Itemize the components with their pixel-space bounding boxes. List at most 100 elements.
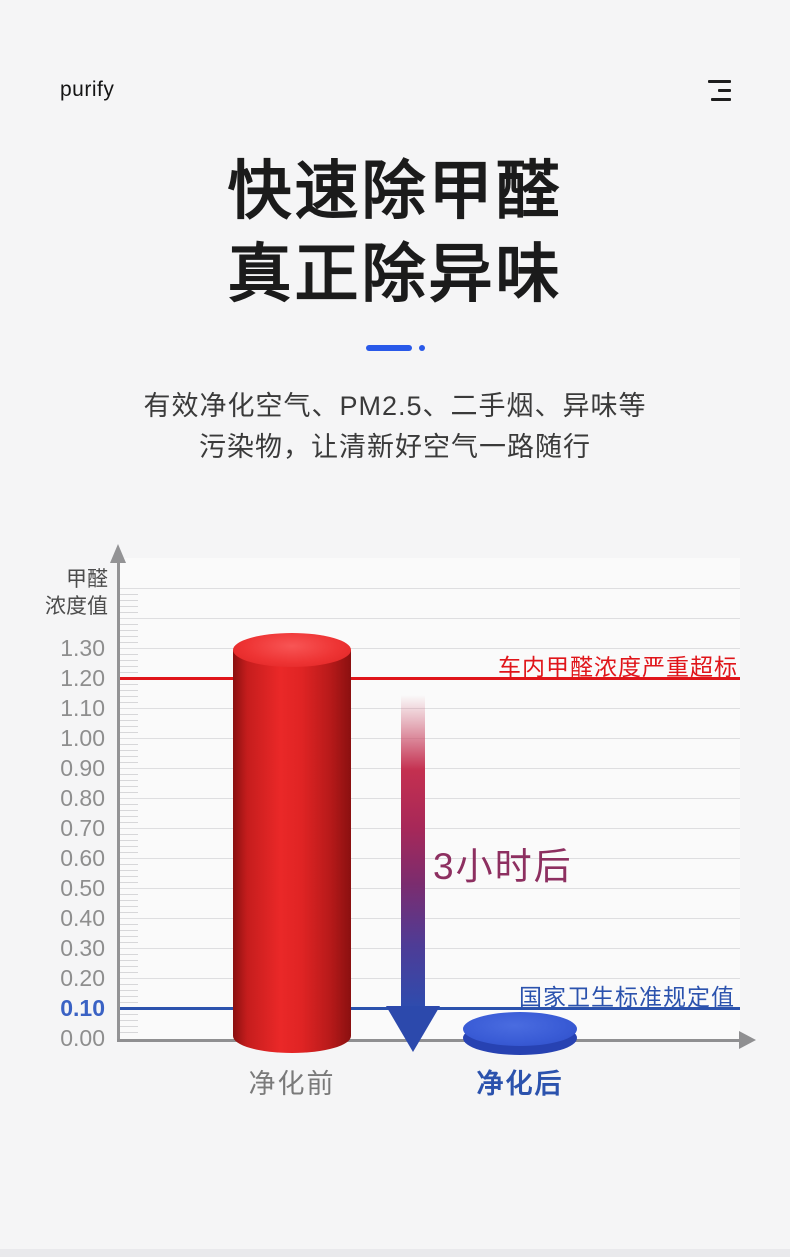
annotation-3-hours-later: 3小时后 [433,846,573,887]
minor-tick [120,810,138,811]
minor-tick [120,1032,138,1033]
gridline [119,978,740,979]
menu-line [708,80,731,83]
minor-tick [120,906,138,907]
minor-tick [120,714,138,715]
minor-tick [120,720,138,721]
decrease-arrow-head-icon [386,1006,440,1052]
minor-tick [120,1002,138,1003]
minor-tick [120,816,138,817]
y-tick-label: 1.00 [60,725,105,751]
y-tick-label: 1.20 [60,665,105,691]
minor-tick [120,864,138,865]
minor-tick [120,672,138,673]
minor-tick [120,642,138,643]
minor-tick [120,654,138,655]
y-tick-label: 0.80 [60,785,105,811]
bar-before-purification [233,650,351,1053]
minor-tick [120,804,138,805]
divider-bar [365,344,412,351]
minor-tick [120,972,138,973]
minor-tick [120,660,138,661]
minor-tick [120,756,138,757]
minor-tick [120,780,138,781]
x-axis-arrow-icon [739,1031,756,1049]
minor-tick [120,984,138,985]
minor-tick [120,750,138,751]
minor-tick [120,630,138,631]
menu-line [718,89,731,92]
minor-tick [120,954,138,955]
minor-tick [120,834,138,835]
minor-tick [120,936,138,937]
divider-dot [418,344,425,351]
plot-area [118,558,740,1040]
gridline [119,648,740,649]
minor-tick [120,924,138,925]
y-axis-line [117,558,120,1041]
gridline [119,948,740,949]
minor-tick [120,702,138,703]
gridline [119,888,740,889]
y-tick-label: 0.90 [60,755,105,781]
menu-line [711,98,731,101]
minor-tick [120,732,138,733]
minor-tick [120,942,138,943]
hero-title-line2: 真正除异味 [227,238,563,310]
minor-tick [120,636,138,637]
y-tick-label: 0.00 [60,1025,105,1051]
decrease-arrow-shaft [401,695,425,1008]
y-axis-title-line1: 甲醛 [66,568,108,591]
minor-tick [120,600,138,601]
bar-before-purification-top [233,633,351,667]
minor-tick [120,684,138,685]
minor-tick [120,624,138,625]
y-tick-label: 0.60 [60,845,105,871]
y-tick-label: 0.50 [60,875,105,901]
minor-tick [120,786,138,787]
y-tick-label: 1.30 [60,635,105,661]
minor-tick [120,1020,138,1021]
y-tick-label: 0.20 [60,965,105,991]
brand-logo-text: purify [60,78,115,101]
hero-subtitle-line1: 有效净化空气、PM2.5、二手烟、异味等 [143,391,647,421]
minor-tick [120,846,138,847]
next-section-edge [0,1249,790,1257]
minor-tick [120,990,138,991]
minor-tick [120,876,138,877]
accent-divider [0,344,790,351]
minor-tick [120,894,138,895]
minor-tick [120,690,138,691]
minor-tick [120,696,138,697]
y-axis-title-line2: 浓度值 [45,595,108,618]
minor-tick [120,792,138,793]
hero-subtitle-line2: 污染物，让清新好空气一路随行 [199,432,591,462]
gridline [119,618,740,619]
minor-tick [120,606,138,607]
minor-tick [120,960,138,961]
minor-tick [120,822,138,823]
gridline [119,798,740,799]
minor-tick [120,996,138,997]
minor-tick [120,930,138,931]
hero-subtitle: 有效净化空气、PM2.5、二手烟、异味等 污染物，让清新好空气一路随行 [0,386,790,468]
category-label-after: 净化后 [476,1069,564,1099]
minor-tick [120,912,138,913]
gridline [119,588,740,589]
minor-tick [120,762,138,763]
hero-title: 快速除甲醛 真正除异味 [0,150,790,316]
minor-tick [120,870,138,871]
y-tick-label: 0.70 [60,815,105,841]
y-axis-title: 甲醛 浓度值 [40,566,108,620]
minor-tick [120,966,138,967]
minor-tick [120,594,138,595]
minor-tick [120,882,138,883]
hamburger-menu-icon[interactable] [707,80,731,101]
threshold-line-over-limit [118,677,740,680]
minor-tick [120,852,138,853]
minor-tick [120,744,138,745]
threshold-label-over-limit: 车内甲醛浓度严重超标 [498,654,738,680]
y-tick-label: 0.30 [60,935,105,961]
minor-tick [120,666,138,667]
